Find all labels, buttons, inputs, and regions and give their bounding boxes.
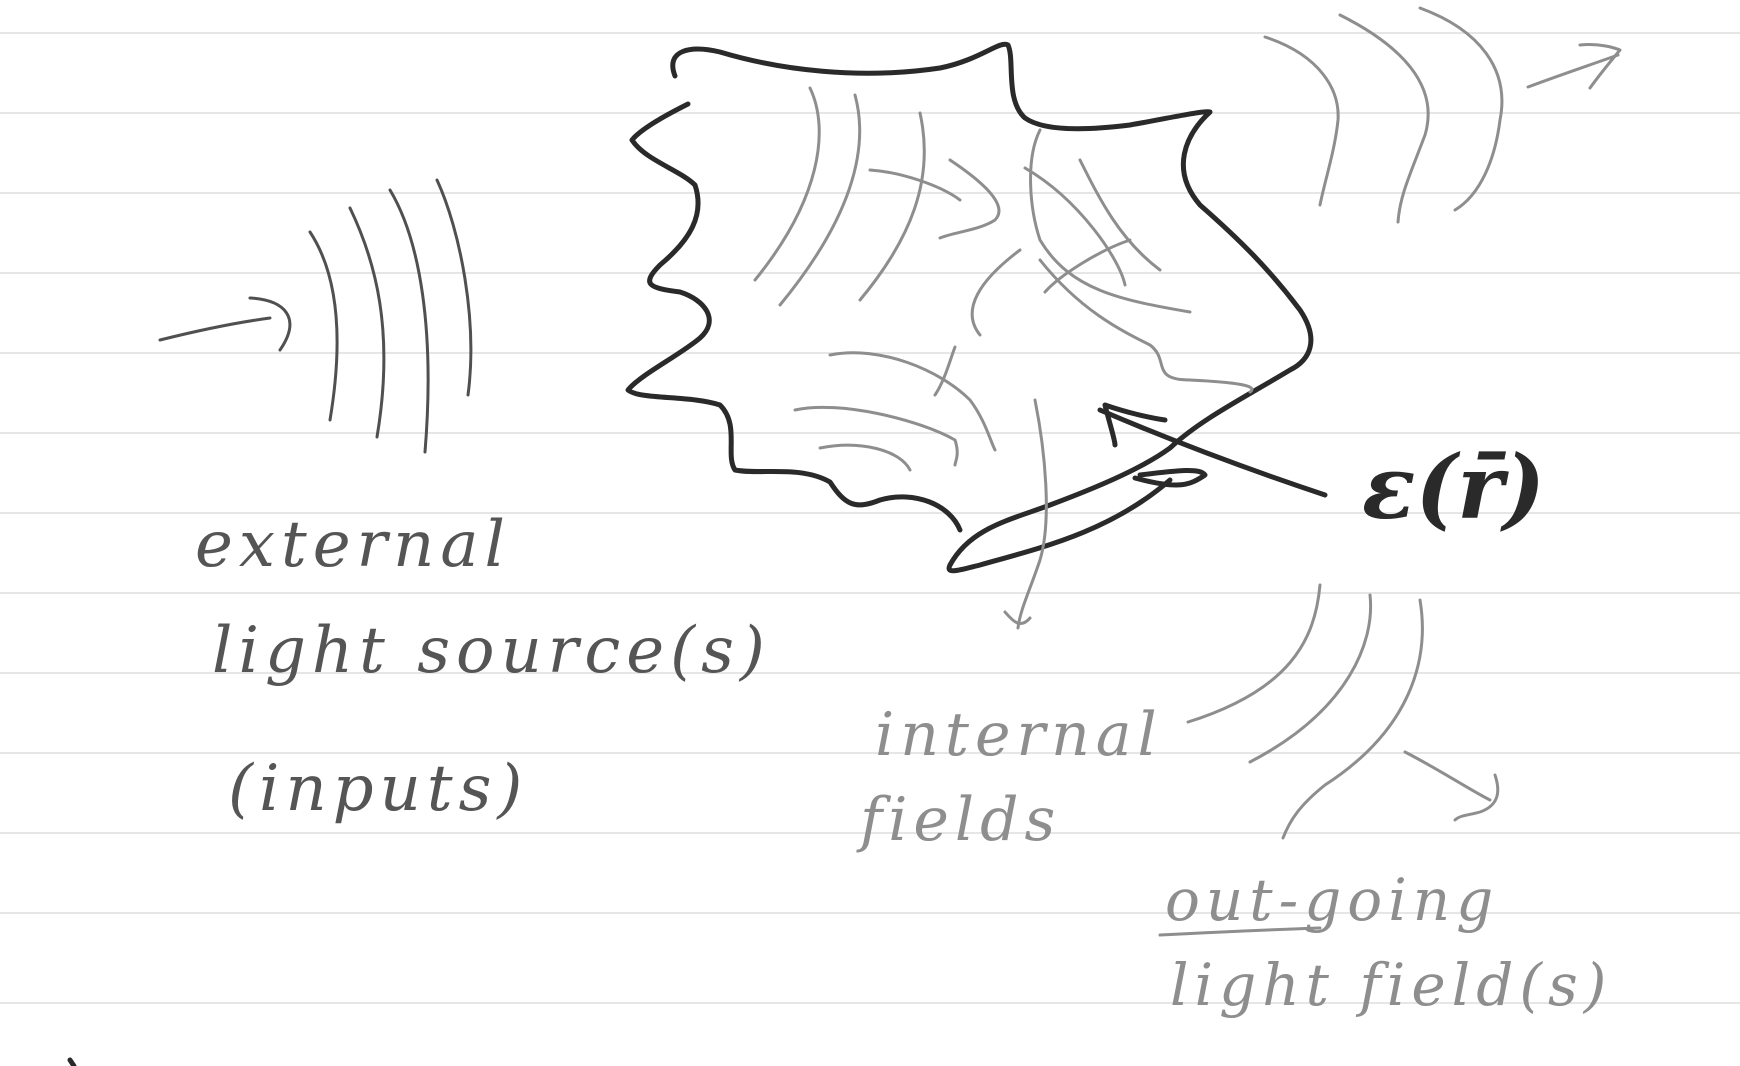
outgoing-label-line2: light field(s) (1170, 951, 1612, 1019)
object-outline (670, 41, 1314, 574)
outgoing-label-line1: out-going (1165, 866, 1499, 934)
external-label-line3: (inputs) (228, 752, 528, 826)
outgoing-arrow-top (1526, 53, 1620, 89)
incoming-arrow-head (248, 296, 292, 352)
pointer-kink (1132, 467, 1208, 488)
wavefront (388, 188, 430, 454)
external-label-line2: light source(s) (212, 614, 771, 688)
epsilon-label: ε(r̄) (1362, 435, 1545, 539)
wavefront (348, 206, 386, 439)
outgoing-light-top (1263, 6, 1622, 224)
outgoing-arrow-bottom (1403, 750, 1492, 802)
epsilon-pointer (1097, 402, 1328, 498)
scattering-object (625, 41, 1314, 574)
internal-label-line2: fields (856, 785, 1061, 855)
incoming-light (158, 178, 473, 454)
outgoing-light-bottom (1186, 583, 1500, 840)
wavefront (435, 178, 473, 397)
object-outline-left (625, 101, 963, 533)
pencil-mark (67, 1057, 77, 1066)
external-label-line1: external (195, 508, 511, 582)
wavefront (308, 230, 339, 422)
incoming-arrow (158, 316, 272, 342)
outgoing-label-underline (1158, 926, 1322, 937)
internal-field-lines (753, 86, 1254, 630)
pointer-head (1102, 402, 1168, 448)
pointer-line (1097, 407, 1328, 498)
internal-label-line1: internal (875, 700, 1163, 770)
